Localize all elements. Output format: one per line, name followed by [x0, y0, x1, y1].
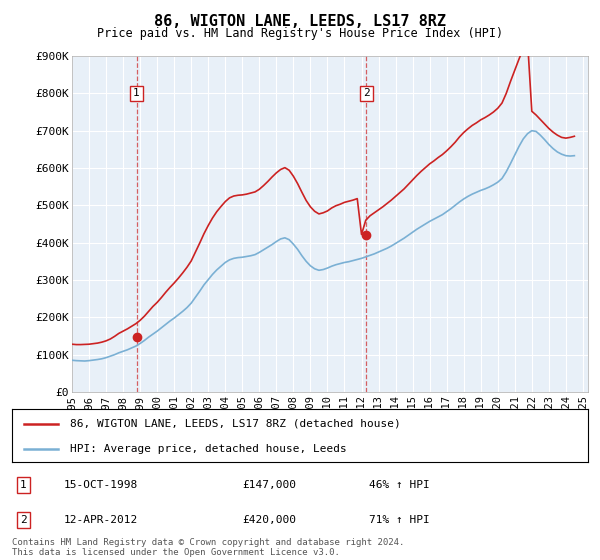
Text: 2: 2 [363, 88, 370, 99]
Text: 86, WIGTON LANE, LEEDS, LS17 8RZ (detached house): 86, WIGTON LANE, LEEDS, LS17 8RZ (detach… [70, 419, 400, 429]
Text: 15-OCT-1998: 15-OCT-1998 [64, 480, 138, 490]
Text: Price paid vs. HM Land Registry's House Price Index (HPI): Price paid vs. HM Land Registry's House … [97, 27, 503, 40]
Text: 71% ↑ HPI: 71% ↑ HPI [369, 515, 430, 525]
Text: 2: 2 [20, 515, 27, 525]
Text: HPI: Average price, detached house, Leeds: HPI: Average price, detached house, Leed… [70, 444, 346, 454]
Text: 1: 1 [20, 480, 27, 490]
Text: Contains HM Land Registry data © Crown copyright and database right 2024.
This d: Contains HM Land Registry data © Crown c… [12, 538, 404, 557]
Text: £147,000: £147,000 [242, 480, 296, 490]
Text: 1: 1 [133, 88, 140, 99]
Text: 12-APR-2012: 12-APR-2012 [64, 515, 138, 525]
Text: 46% ↑ HPI: 46% ↑ HPI [369, 480, 430, 490]
Text: £420,000: £420,000 [242, 515, 296, 525]
Text: 86, WIGTON LANE, LEEDS, LS17 8RZ: 86, WIGTON LANE, LEEDS, LS17 8RZ [154, 14, 446, 29]
